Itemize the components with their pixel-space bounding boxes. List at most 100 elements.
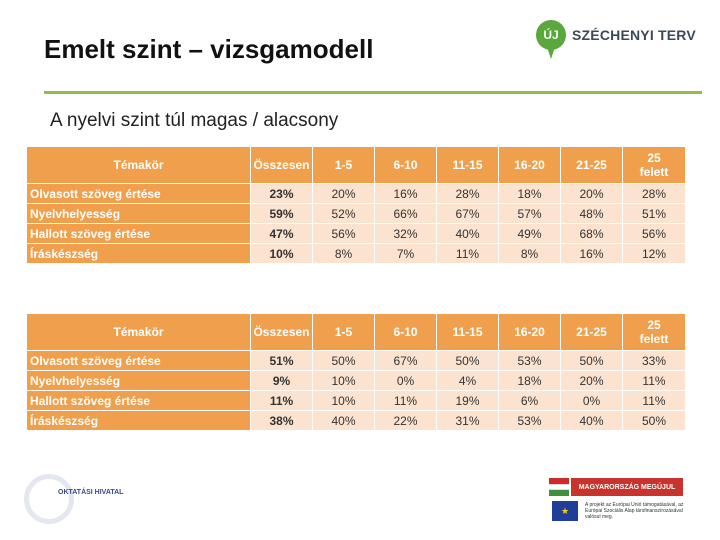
column-header: 21-25 xyxy=(561,147,622,183)
total-cell: 11% xyxy=(251,391,312,410)
value-cell: 51% xyxy=(623,204,685,223)
value-cell: 52% xyxy=(313,204,374,223)
eu-flag-icon: ★ xyxy=(552,501,578,521)
column-header: 25 felett xyxy=(623,314,685,350)
value-cell: 28% xyxy=(623,184,685,203)
table-row: Íráskészség 38% 40% 22% 31% 53% 40% 50% xyxy=(27,411,685,430)
total-cell: 51% xyxy=(251,351,312,370)
value-cell: 53% xyxy=(499,351,560,370)
value-cell: 11% xyxy=(437,244,498,263)
value-cell: 20% xyxy=(561,184,622,203)
value-cell: 57% xyxy=(499,204,560,223)
column-header: 6-10 xyxy=(375,314,436,350)
value-cell: 67% xyxy=(437,204,498,223)
table-body: Olvasott szöveg értése 51% 50% 67% 50% 53% 50%… xyxy=(27,351,685,430)
topic-cell: Nyelvhelyesség xyxy=(27,371,250,390)
column-header: 25 felett xyxy=(623,147,685,183)
value-cell: 49% xyxy=(499,224,560,243)
value-cell: 6% xyxy=(499,391,560,410)
column-header: 11-15 xyxy=(437,314,498,350)
eu-funding-text: A projekt az Európai Unió támogatásával,… xyxy=(585,502,684,520)
value-cell: 56% xyxy=(623,224,685,243)
column-header: 16-20 xyxy=(499,147,560,183)
value-cell: 32% xyxy=(375,224,436,243)
value-cell: 53% xyxy=(499,411,560,430)
topic-cell: Hallott szöveg értése xyxy=(27,224,250,243)
value-cell: 50% xyxy=(561,351,622,370)
value-cell: 68% xyxy=(561,224,622,243)
column-header: Összesen xyxy=(251,147,312,183)
title-divider xyxy=(44,91,702,94)
table-row: Nyelvhelyesség 59% 52% 66% 67% 57% 48% 51% xyxy=(27,204,685,223)
results-table-1: Témakör Összesen 1-5 6-10 11-15 16-20 21… xyxy=(26,146,686,264)
value-cell: 31% xyxy=(437,411,498,430)
topic-cell: Íráskészség xyxy=(27,244,250,263)
column-header: 1-5 xyxy=(313,147,374,183)
table-row: Nyelvhelyesség 9% 10% 0% 4% 18% 20% 11% xyxy=(27,371,685,390)
total-cell: 38% xyxy=(251,411,312,430)
hungarian-flag-icon xyxy=(549,478,569,496)
value-cell: 10% xyxy=(313,371,374,390)
value-cell: 0% xyxy=(375,371,436,390)
value-cell: 10% xyxy=(313,391,374,410)
value-cell: 16% xyxy=(561,244,622,263)
value-cell: 48% xyxy=(561,204,622,223)
topic-cell: Íráskészség xyxy=(27,411,250,430)
topic-cell: Olvasott szöveg értése xyxy=(27,351,250,370)
map-pin-icon: ÚJ xyxy=(536,20,566,59)
column-header: 1-5 xyxy=(313,314,374,350)
value-cell: 18% xyxy=(499,371,560,390)
value-cell: 40% xyxy=(313,411,374,430)
value-cell: 22% xyxy=(375,411,436,430)
total-cell: 10% xyxy=(251,244,312,263)
value-cell: 67% xyxy=(375,351,436,370)
column-header: 11-15 xyxy=(437,147,498,183)
oktatasi-hivatal-logo: OKTATÁSI HIVATAL xyxy=(24,474,123,524)
szechenyi-terv-logo: ÚJ SZÉCHENYI TERV xyxy=(536,20,696,59)
topic-cell: Nyelvhelyesség xyxy=(27,204,250,223)
value-cell: 8% xyxy=(499,244,560,263)
table-body: Olvasott szöveg értése 23% 20% 16% 28% 18% 20%… xyxy=(27,184,685,263)
banner-label: MAGYARORSZÁG MEGÚJUL xyxy=(571,478,683,496)
page-title: Emelt szint – vizsgamodell xyxy=(44,34,374,64)
table-row: Olvasott szöveg értése 51% 50% 67% 50% 53% 50%… xyxy=(27,351,685,370)
value-cell: 28% xyxy=(437,184,498,203)
value-cell: 12% xyxy=(623,244,685,263)
table-row: Íráskészség 10% 8% 7% 11% 8% 16% 12% xyxy=(27,244,685,263)
value-cell: 50% xyxy=(313,351,374,370)
value-cell: 11% xyxy=(623,391,685,410)
column-header: Témakör xyxy=(27,147,250,183)
value-cell: 20% xyxy=(561,371,622,390)
total-cell: 47% xyxy=(251,224,312,243)
results-table-2: Témakör Összesen 1-5 6-10 11-15 16-20 21… xyxy=(26,313,686,431)
total-cell: 9% xyxy=(251,371,312,390)
value-cell: 16% xyxy=(375,184,436,203)
value-cell: 19% xyxy=(437,391,498,410)
value-cell: 4% xyxy=(437,371,498,390)
total-cell: 59% xyxy=(251,204,312,223)
logo-text: SZÉCHENYI TERV xyxy=(572,27,696,43)
eu-funding-block: MAGYARORSZÁG MEGÚJUL ★ A projekt az Euró… xyxy=(549,476,689,526)
table-row: Olvasott szöveg értése 23% 20% 16% 28% 18% 20%… xyxy=(27,184,685,203)
topic-cell: Olvasott szöveg értése xyxy=(27,184,250,203)
value-cell: 7% xyxy=(375,244,436,263)
column-header: 21-25 xyxy=(561,314,622,350)
logo-text: OKTATÁSI HIVATAL xyxy=(58,489,124,496)
column-header: Témakör xyxy=(27,314,250,350)
value-cell: 66% xyxy=(375,204,436,223)
table-row: Hallott szöveg értése 11% 10% 11% 19% 6% 0% 11% xyxy=(27,391,685,410)
value-cell: 50% xyxy=(623,411,685,430)
value-cell: 8% xyxy=(313,244,374,263)
page-subtitle: A nyelvi szint túl magas / alacsony xyxy=(50,110,339,131)
value-cell: 18% xyxy=(499,184,560,203)
column-header: 6-10 xyxy=(375,147,436,183)
value-cell: 33% xyxy=(623,351,685,370)
table-header-row: Témakör Összesen 1-5 6-10 11-15 16-20 21… xyxy=(27,147,685,183)
value-cell: 56% xyxy=(313,224,374,243)
value-cell: 50% xyxy=(437,351,498,370)
value-cell: 40% xyxy=(437,224,498,243)
value-cell: 11% xyxy=(375,391,436,410)
topic-cell: Hallott szöveg értése xyxy=(27,391,250,410)
value-cell: 0% xyxy=(561,391,622,410)
value-cell: 11% xyxy=(623,371,685,390)
